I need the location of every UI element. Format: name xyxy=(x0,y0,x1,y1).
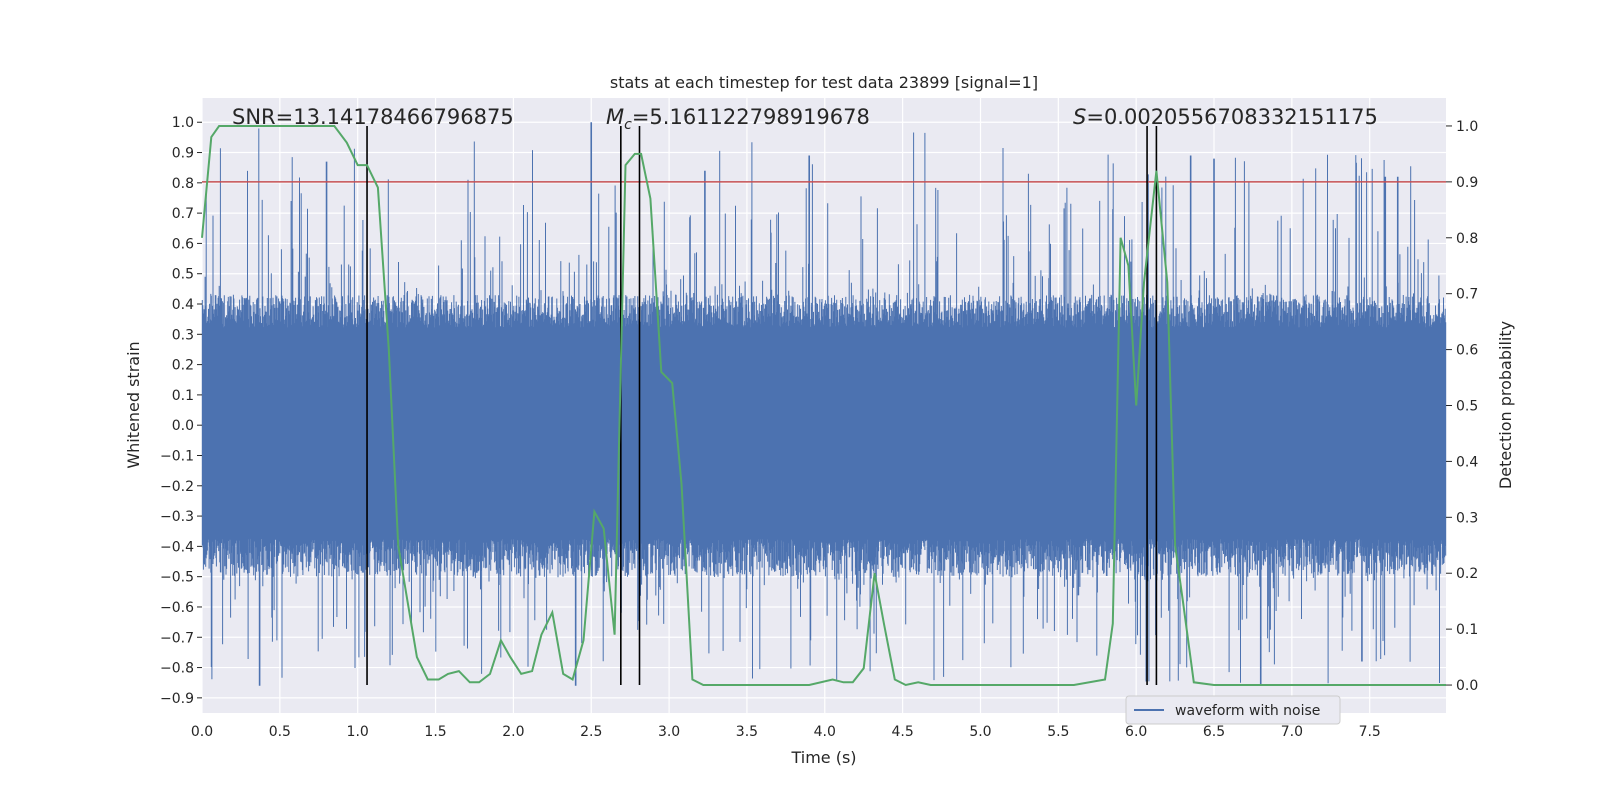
spin-annotation: S=0.0020556708332151175 xyxy=(1073,105,1378,129)
x-tick-label: 2.0 xyxy=(502,724,524,740)
x-tick-label: 7.5 xyxy=(1359,724,1381,740)
right-y-tick-label: 0.2 xyxy=(1456,566,1478,582)
left-y-tick-label: −0.4 xyxy=(160,539,194,555)
right-y-tick-label: 0.4 xyxy=(1456,454,1478,470)
left-y-tick-label: 0.4 xyxy=(172,297,194,313)
chirp-mass-value: =5.161122798919678 xyxy=(632,105,870,129)
left-y-tick-label: −0.3 xyxy=(160,509,194,525)
left-y-tick-labels: 1.0 0.9 0.8 0.7 0.6 0.5 0.4 0.3 0.2 0.1 0.0 −0.1 −0.… xyxy=(160,115,202,707)
right-y-tick-label: 0.6 xyxy=(1456,343,1478,359)
right-y-tick-label: 0.5 xyxy=(1456,399,1478,415)
strain-noise-trace xyxy=(201,128,1447,684)
x-axis-label: Time (s) xyxy=(790,748,856,767)
left-y-tick-label: −0.9 xyxy=(160,691,194,707)
left-y-tick-label: 0.9 xyxy=(172,146,194,162)
x-tick-label: 0.5 xyxy=(269,724,291,740)
right-y-tick-label: 0.1 xyxy=(1456,622,1478,638)
x-tick-label: 1.5 xyxy=(424,724,446,740)
right-y-tick-label: 0.3 xyxy=(1456,510,1478,526)
probability-line xyxy=(201,125,1446,687)
left-y-tick-label: 1.0 xyxy=(172,115,194,131)
left-y-tick-label: 0.0 xyxy=(172,418,194,434)
left-y-tick-label: 0.1 xyxy=(172,388,194,404)
left-y-tick-label: −0.6 xyxy=(160,600,194,616)
chirp-mass-subscript: c xyxy=(624,117,632,133)
chart-title: stats at each timestep for test data 238… xyxy=(610,73,1038,92)
left-y-tick-label: −0.5 xyxy=(160,570,194,586)
x-tick-label: 2.5 xyxy=(580,724,602,740)
x-tick-label: 3.0 xyxy=(658,724,680,740)
x-tick-label: 5.5 xyxy=(1047,724,1069,740)
snr-annotation: SNR=13.14178466796875 xyxy=(232,105,514,129)
spin-value: =0.0020556708332151175 xyxy=(1086,105,1378,129)
right-y-tick-label: 0.7 xyxy=(1456,287,1478,303)
spin-symbol: S xyxy=(1073,105,1086,129)
x-tick-label: 4.5 xyxy=(891,724,913,740)
right-y-tick-label: 0.0 xyxy=(1456,678,1478,694)
x-tick-label: 0.0 xyxy=(191,724,213,740)
left-y-tick-label: 0.3 xyxy=(172,327,194,343)
legend: waveform with noise xyxy=(1125,695,1341,725)
x-tick-label: 5.0 xyxy=(969,724,991,740)
x-tick-label: 3.5 xyxy=(736,724,758,740)
right-y-tick-label: 1.0 xyxy=(1456,119,1478,135)
left-y-tick-label: 0.8 xyxy=(172,176,194,192)
left-y-axis-label: Whitened strain xyxy=(124,341,143,468)
legend-box xyxy=(1125,695,1341,725)
right-y-axis-label: Detection probability xyxy=(1496,321,1515,489)
left-y-tick-label: 0.7 xyxy=(172,206,194,222)
x-tick-label: 4.0 xyxy=(814,724,836,740)
right-y-tick-labels: 1.0 0.9 0.8 0.7 0.6 0.5 0.4 0.3 0.2 0.1 0.0 xyxy=(1446,119,1478,694)
left-y-tick-label: −0.7 xyxy=(160,630,194,646)
chirp-mass-symbol: M xyxy=(606,105,624,129)
x-tick-label: 6.5 xyxy=(1203,724,1225,740)
left-y-tick-label: 0.2 xyxy=(172,358,194,374)
x-tick-label: 7.0 xyxy=(1281,724,1303,740)
right-y-tick-label: 0.8 xyxy=(1456,231,1478,247)
left-y-tick-label: 0.6 xyxy=(172,236,194,252)
left-y-tick-label: −0.2 xyxy=(160,479,194,495)
left-y-tick-label: −0.1 xyxy=(160,448,194,464)
x-tick-labels: 0.0 0.5 1.0 1.5 2.0 2.5 3.0 3.5 4.0 4.5 5.0 5.5 6.0 6… xyxy=(191,724,1381,740)
legend-label: waveform with noise xyxy=(1175,703,1320,719)
x-tick-label: 6.0 xyxy=(1125,724,1147,740)
strain-series xyxy=(201,122,1447,686)
right-y-tick-label: 0.9 xyxy=(1456,175,1478,191)
x-tick-label: 1.0 xyxy=(347,724,369,740)
left-y-tick-label: 0.5 xyxy=(172,267,194,283)
left-y-tick-label: −0.8 xyxy=(160,661,194,677)
chirp-mass-annotation: Mc=5.161122798919678 xyxy=(606,105,870,133)
